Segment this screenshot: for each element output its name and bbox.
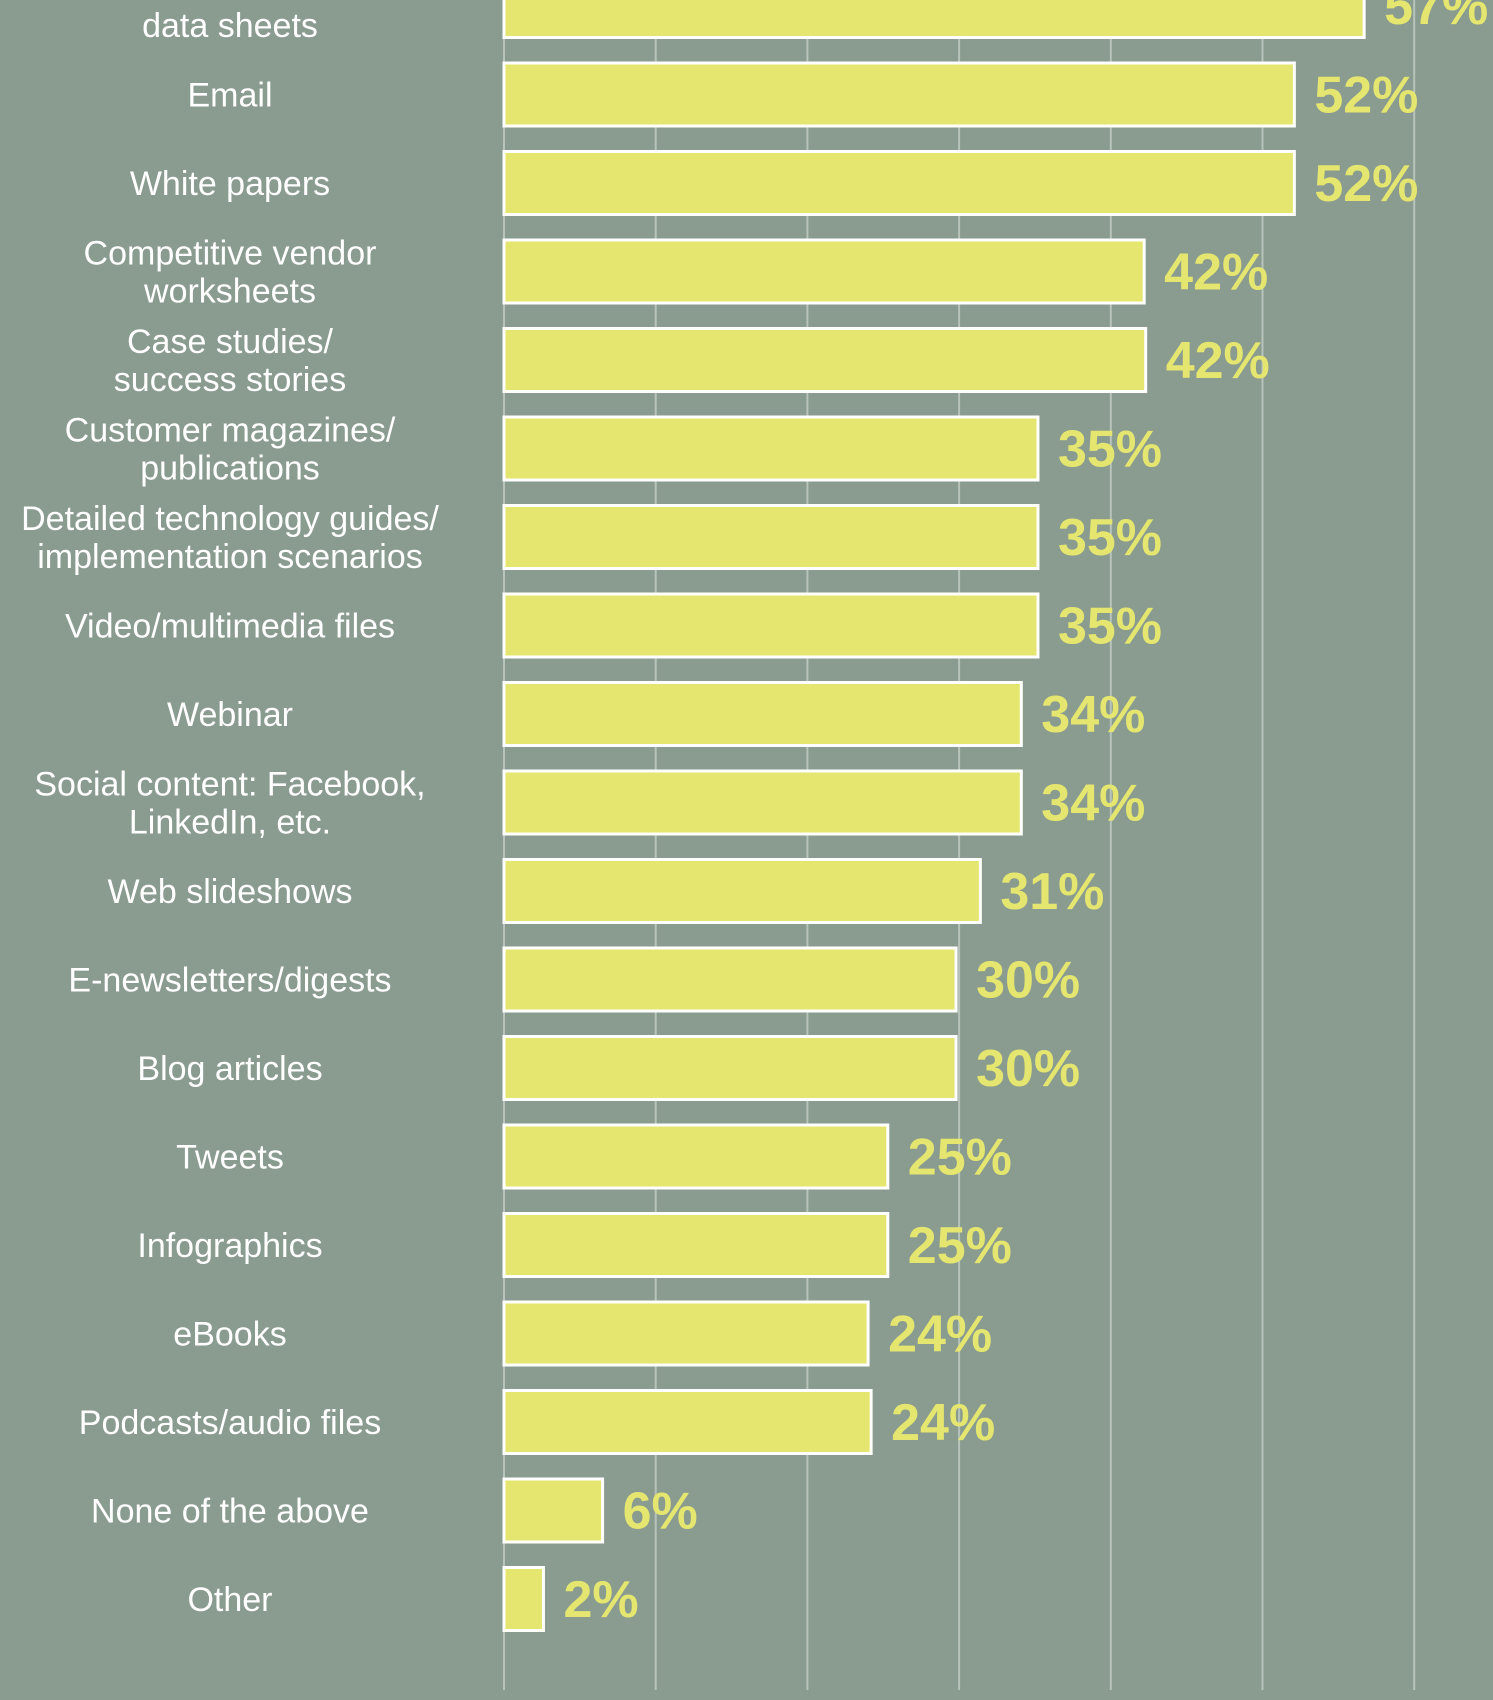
category-label: Podcasts/audio files	[79, 1404, 381, 1442]
bar	[502, 1389, 873, 1455]
category-label: Webinar	[167, 696, 293, 734]
value-label: 57%	[1384, 0, 1488, 36]
value-label: 6%	[623, 1483, 698, 1541]
bar	[502, 858, 982, 924]
bar	[502, 769, 1023, 836]
value-label: 25%	[908, 1129, 1012, 1187]
bar	[502, 1300, 870, 1367]
value-label: 30%	[976, 952, 1080, 1010]
value-label: 42%	[1164, 244, 1268, 302]
value-label: 52%	[1314, 155, 1418, 213]
value-label: 35%	[1058, 421, 1162, 479]
category-label: Product brochures/data sheets	[86, 0, 374, 45]
bar	[502, 327, 1148, 393]
category-label: Other	[187, 1581, 272, 1619]
category-label: Social content: Facebook, LinkedIn, etc.	[34, 766, 425, 842]
bar	[502, 0, 1366, 39]
bar	[502, 946, 958, 1013]
category-label: White papers	[130, 165, 330, 203]
value-label: 34%	[1041, 775, 1145, 833]
value-label: 52%	[1314, 67, 1418, 125]
value-label: 34%	[1041, 686, 1145, 744]
value-label: 24%	[888, 1306, 992, 1364]
category-label: Infographics	[137, 1227, 322, 1265]
category-label: None of the above	[91, 1493, 369, 1531]
value-label: 2%	[563, 1571, 638, 1629]
category-label: Detailed technology guides/implementatio…	[21, 500, 439, 576]
category-label: Tweets	[176, 1139, 284, 1177]
bar	[502, 1477, 605, 1544]
bar	[502, 504, 1040, 570]
bar	[502, 1566, 545, 1632]
value-label: 42%	[1166, 332, 1270, 390]
category-label: Competitive vendor worksheets	[84, 235, 377, 311]
bar	[502, 681, 1023, 747]
bar	[502, 1123, 890, 1190]
value-label: 24%	[891, 1394, 995, 1452]
category-label: Case studies/success stories	[114, 323, 346, 399]
value-label: 35%	[1058, 598, 1162, 656]
bar	[502, 415, 1040, 482]
bar	[502, 1212, 890, 1278]
category-label: E-newsletters/digests	[68, 962, 391, 1000]
bar	[502, 61, 1296, 128]
bar	[502, 238, 1146, 305]
category-label: Web slideshows	[107, 873, 352, 911]
category-label: eBooks	[173, 1316, 286, 1354]
value-label: 35%	[1058, 509, 1162, 567]
bar	[502, 592, 1040, 659]
category-label: Customer magazines/publications	[65, 412, 396, 488]
value-label: 31%	[1000, 863, 1104, 921]
category-label: Email	[187, 77, 272, 115]
bar	[502, 150, 1296, 216]
category-label: Blog articles	[137, 1050, 322, 1088]
value-label: 30%	[976, 1040, 1080, 1098]
bar	[502, 1035, 958, 1101]
value-label: 25%	[908, 1217, 1012, 1275]
category-label: Video/multimedia files	[65, 608, 395, 646]
